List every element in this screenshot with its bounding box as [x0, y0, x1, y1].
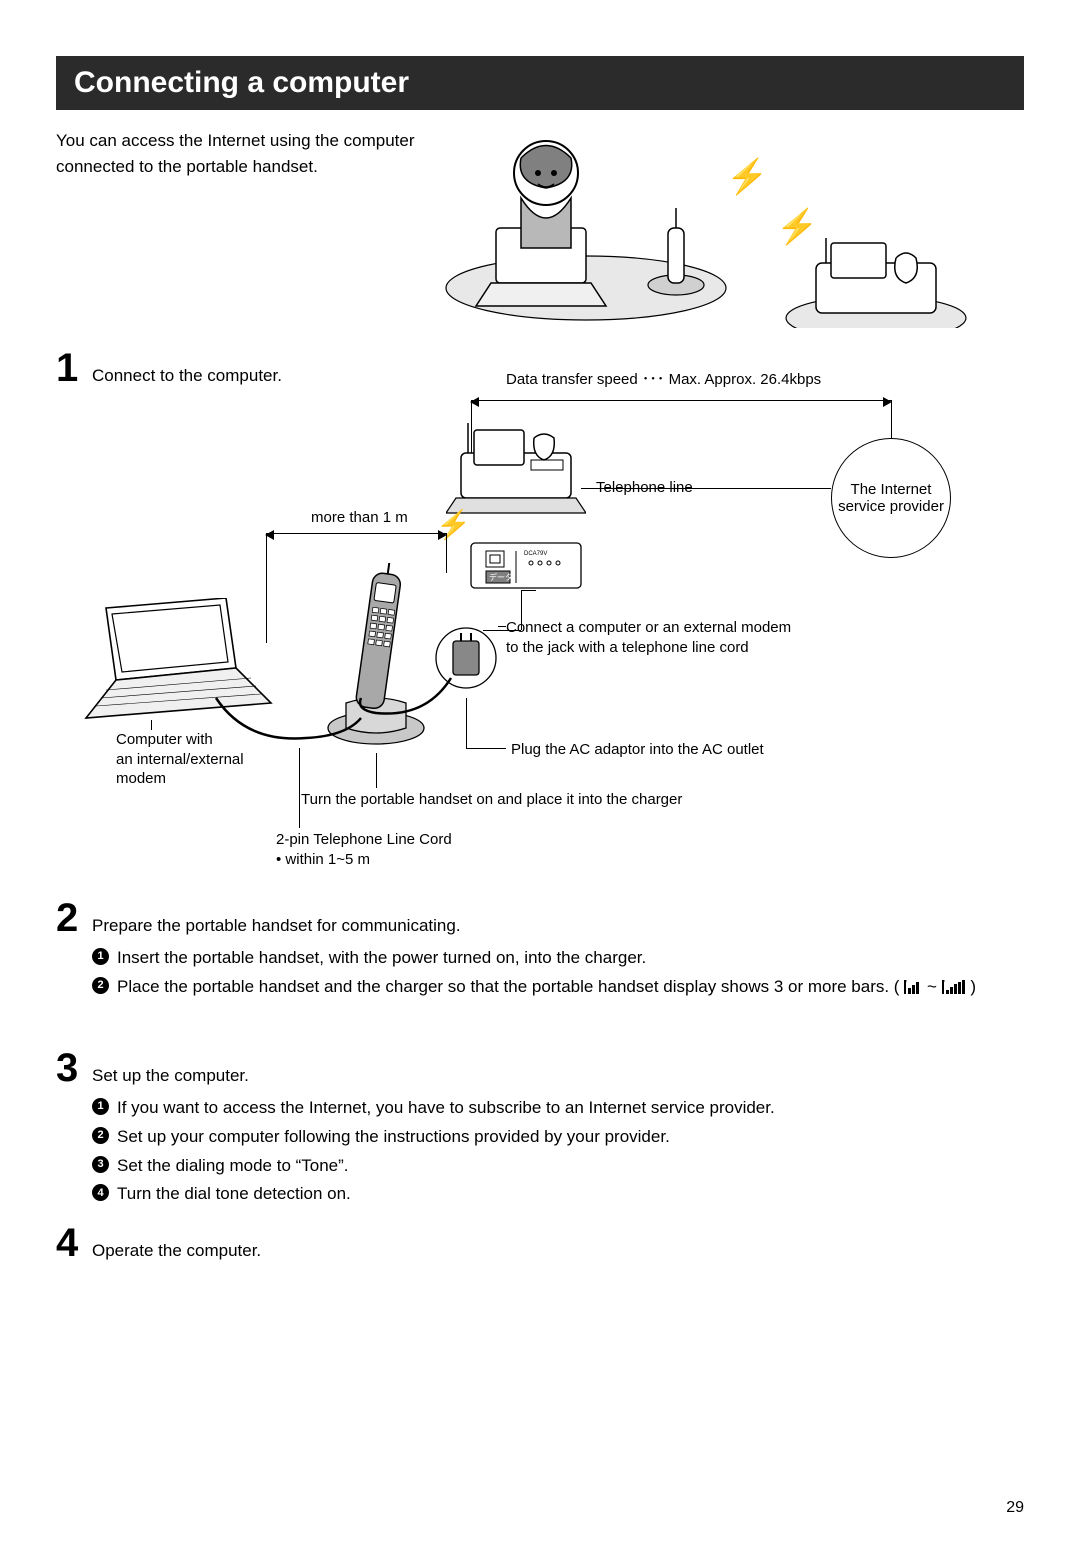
callout-2a — [466, 698, 467, 748]
bullet-2-icon: 2 — [92, 1127, 109, 1144]
speed-bracket — [471, 400, 891, 401]
step-4: 4 Operate the computer. — [56, 1223, 1024, 1263]
isp-label: The Internet service provider — [832, 481, 950, 515]
bullet-4-icon: 4 — [92, 1184, 109, 1201]
data-speed-label: Data transfer speed ･･･ Max. Approx. 26.… — [506, 370, 821, 390]
step-2-list: 1 Insert the portable handset, with the … — [92, 944, 1024, 1002]
step-3-text-2: Set up your computer following the instr… — [117, 1123, 670, 1152]
connection-diagram: Data transfer speed ･･･ Max. Approx. 26.… — [56, 358, 1016, 878]
intro-illustration: ⚡ ⚡ — [426, 128, 986, 328]
signal-3-icon — [904, 980, 922, 994]
bullet-2-icon: 2 — [92, 977, 109, 994]
step-3-item-2: 2 Set up your computer following the ins… — [92, 1123, 1024, 1152]
step-2-item-2: 2 Place the portable handset and the cha… — [92, 973, 1024, 1002]
jack-detail-icon: DCA79V データ — [466, 533, 596, 603]
step-2-close: ) — [970, 977, 976, 996]
step-3-text-3: Set the dialing mode to “Tone”. — [117, 1152, 349, 1181]
connect-computer-label: Connect a computer or an external modem … — [506, 618, 791, 657]
page-number: 29 — [1006, 1499, 1024, 1517]
step-3-item-3: 3 Set the dialing mode to “Tone”. — [92, 1152, 1024, 1181]
step-3-number: 3 — [56, 1048, 84, 1088]
step-2-item-1: 1 Insert the portable handset, with the … — [92, 944, 1024, 973]
svg-text:⚡: ⚡ — [726, 157, 768, 197]
dist-right-drop — [446, 533, 447, 573]
intro-text: You can access the Internet using the co… — [56, 128, 426, 328]
callout-2b — [466, 748, 506, 749]
intro-figure: ⚡ ⚡ — [426, 128, 1024, 328]
step-3-item-1: 1 If you want to access the Internet, yo… — [92, 1094, 1024, 1123]
step-2-text-1: Insert the portable handset, with the po… — [117, 944, 646, 973]
callout-1d — [498, 626, 506, 627]
callout-computer — [151, 720, 152, 730]
callout-cord — [299, 748, 300, 828]
step-2-tilde: ~ — [927, 977, 942, 996]
step-1: 1 Connect to the computer. Data transfer… — [56, 348, 1024, 878]
section-title: Connecting a computer — [74, 66, 409, 99]
signal-5-icon — [942, 980, 966, 994]
step-2: 2 Prepare the portable handset for commu… — [56, 898, 1024, 1002]
step-2-text-2a: Place the portable handset and the charg… — [117, 977, 899, 996]
callout-3a — [376, 753, 377, 788]
step-4-number: 4 — [56, 1223, 84, 1263]
more-than-1m-label: more than 1 m — [311, 508, 408, 528]
step-3-list: 1 If you want to access the Internet, yo… — [92, 1094, 1024, 1210]
svg-text:⚡: ⚡ — [776, 207, 818, 247]
base-unit-icon — [446, 418, 586, 518]
cord-label: 2-pin Telephone Line Cord — [276, 830, 452, 850]
step-3-text-4: Turn the dial tone detection on. — [117, 1180, 351, 1209]
cord-length: • within 1~5 m — [276, 850, 370, 870]
plug-adaptor-label: Plug the AC adaptor into the AC outlet — [511, 740, 764, 760]
section-title-bar: Connecting a computer — [56, 56, 1024, 110]
computer-label: Computer with an internal/external modem — [116, 730, 244, 789]
step-4-title: Operate the computer. — [92, 1241, 261, 1261]
turn-handset-label: Turn the portable handset on and place i… — [301, 790, 682, 810]
intro-row: You can access the Internet using the co… — [56, 128, 1024, 328]
step-3: 3 Set up the computer. 1 If you want to … — [56, 1048, 1024, 1210]
bullet-1-icon: 1 — [92, 1098, 109, 1115]
page: Connecting a computer You can access the… — [0, 0, 1080, 1557]
step-3-text-1: If you want to access the Internet, you … — [117, 1094, 775, 1123]
step-4-head: 4 Operate the computer. — [56, 1223, 1024, 1263]
step-3-head: 3 Set up the computer. — [56, 1048, 1024, 1088]
step-3-item-4: 4 Turn the dial tone detection on. — [92, 1180, 1024, 1209]
step-2-title: Prepare the portable handset for communi… — [92, 916, 461, 936]
callout-1a — [521, 590, 536, 591]
data-char-label: データ — [489, 572, 513, 582]
step-2-text-2: Place the portable handset and the charg… — [117, 973, 976, 1002]
bullet-1-icon: 1 — [92, 948, 109, 965]
step-2-head: 2 Prepare the portable handset for commu… — [56, 898, 1024, 938]
telephone-line — [581, 488, 831, 489]
distance-bracket — [266, 533, 446, 534]
isp-circle: The Internet service provider — [831, 438, 951, 558]
step-2-number: 2 — [56, 898, 84, 938]
bullet-3-icon: 3 — [92, 1156, 109, 1173]
dc-label: DCA79V — [524, 551, 547, 557]
step-3-title: Set up the computer. — [92, 1066, 249, 1086]
